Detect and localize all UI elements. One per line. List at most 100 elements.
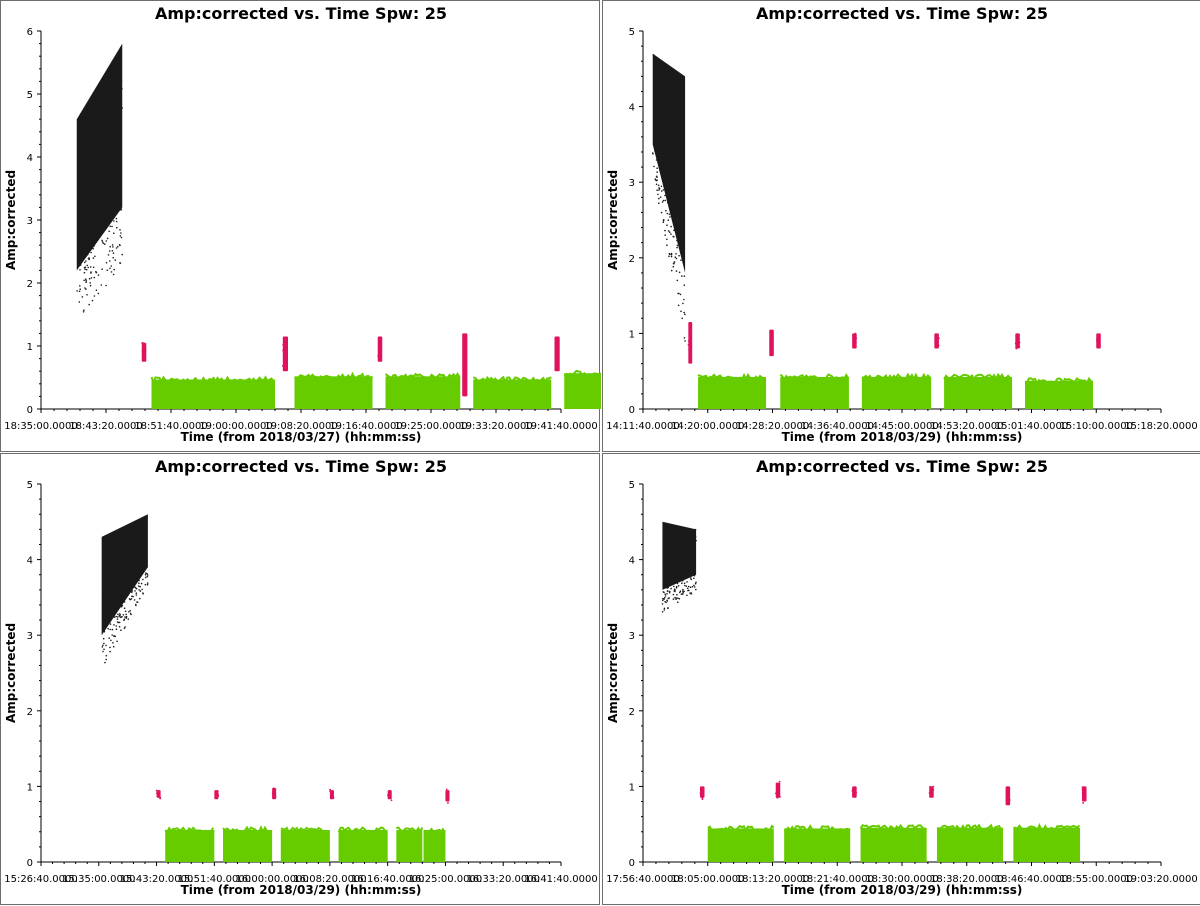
y-tick-label: 1 xyxy=(629,329,635,340)
target-point xyxy=(118,625,121,628)
target-point xyxy=(120,629,122,631)
science-scan-3 xyxy=(280,826,330,862)
calibrator-point xyxy=(556,351,558,354)
science-scan-1 xyxy=(150,375,275,409)
target-point xyxy=(115,247,118,249)
calibrator-mark xyxy=(852,333,857,349)
x-tick-label: 18:38:20.0000 xyxy=(930,874,1004,885)
target-point xyxy=(676,279,679,282)
target-point xyxy=(656,154,658,157)
target-point xyxy=(665,122,668,124)
calibrator-point xyxy=(157,792,160,795)
target-point xyxy=(673,262,675,265)
target-point xyxy=(78,301,81,303)
calibrator-point xyxy=(1007,791,1010,794)
calibrator-point xyxy=(689,354,692,357)
target-point xyxy=(108,250,111,252)
science-scan-4 xyxy=(337,826,388,862)
target-point xyxy=(116,586,118,588)
series-calibrator xyxy=(699,780,1087,806)
calibrator-point xyxy=(851,793,854,795)
science-block-edge xyxy=(1013,822,1081,833)
x-tick-label: 16:08:20.0000 xyxy=(293,874,367,885)
target-point xyxy=(675,253,677,255)
target-point xyxy=(689,544,692,547)
target-point xyxy=(125,615,128,618)
target-point xyxy=(107,152,110,155)
target-point xyxy=(669,253,671,256)
series-science xyxy=(150,369,601,409)
calibrator-mark xyxy=(462,333,468,397)
calibrator-point xyxy=(775,792,777,795)
series-target xyxy=(651,53,686,342)
target-point xyxy=(657,193,659,196)
target-point xyxy=(85,137,87,140)
target-point xyxy=(671,568,673,571)
target-point xyxy=(121,107,123,109)
target-point xyxy=(664,194,666,197)
target-point xyxy=(100,284,103,286)
calibrator-point xyxy=(446,794,449,796)
target-point xyxy=(120,232,122,234)
target-point xyxy=(124,553,126,555)
calibrator-scan-3 xyxy=(852,332,858,349)
calibrator-point xyxy=(1008,799,1011,801)
target-point xyxy=(127,563,129,566)
target-point xyxy=(115,625,118,627)
target-point xyxy=(127,618,130,620)
y-tick-label: 5 xyxy=(27,90,33,101)
target-point xyxy=(666,544,669,546)
target-point xyxy=(144,583,147,586)
target-point xyxy=(77,138,79,140)
target-point xyxy=(664,549,667,552)
target-point xyxy=(101,239,103,242)
target-point xyxy=(675,177,677,180)
target-point xyxy=(125,613,127,616)
y-axis-label: Amp:corrected xyxy=(4,170,18,270)
target-point xyxy=(105,654,108,657)
target-point xyxy=(139,597,141,600)
target-point xyxy=(105,140,108,142)
x-tick-label: 18:35:00.0000 xyxy=(4,421,78,432)
target-point xyxy=(695,581,697,584)
calibrator-point xyxy=(931,792,933,795)
target-point xyxy=(105,261,108,264)
target-point xyxy=(677,597,679,599)
target-point xyxy=(677,304,680,307)
target-point xyxy=(658,104,661,107)
target-point xyxy=(120,605,123,608)
target-point xyxy=(691,549,693,552)
target-point xyxy=(691,538,694,541)
calibrator-point xyxy=(141,350,144,352)
target-point xyxy=(692,546,695,548)
target-point xyxy=(80,144,82,146)
target-point xyxy=(674,549,677,552)
calibrator-point xyxy=(1096,333,1099,336)
target-point xyxy=(112,645,115,648)
scatter-plot-3: Amp:corrected vs. Time Spw: 25 0 1 2 3 4 5 15:2… xyxy=(4,457,598,897)
target-point xyxy=(124,626,126,628)
target-band xyxy=(76,43,123,271)
target-point xyxy=(109,260,111,262)
science-block-edge xyxy=(861,372,931,382)
target-point xyxy=(691,585,694,588)
calibrator-point xyxy=(377,355,380,357)
calibrator-point xyxy=(282,349,285,352)
calibrator-point xyxy=(935,339,938,342)
target-point xyxy=(670,269,673,272)
target-point xyxy=(664,593,666,595)
calibrator-scan-4 xyxy=(462,333,468,397)
target-point xyxy=(146,575,149,578)
target-point xyxy=(683,537,686,540)
y-tick-label: 2 xyxy=(27,279,33,290)
y-tick-label: 0 xyxy=(629,858,635,869)
calibrator-point xyxy=(557,353,560,356)
target-point xyxy=(666,238,668,241)
target-point xyxy=(102,242,105,244)
target-point xyxy=(666,212,669,215)
target-point xyxy=(670,210,672,212)
target-band xyxy=(101,514,148,636)
target-point xyxy=(112,256,114,259)
science-block-edge xyxy=(697,372,765,382)
calibrator-mark xyxy=(554,336,560,372)
